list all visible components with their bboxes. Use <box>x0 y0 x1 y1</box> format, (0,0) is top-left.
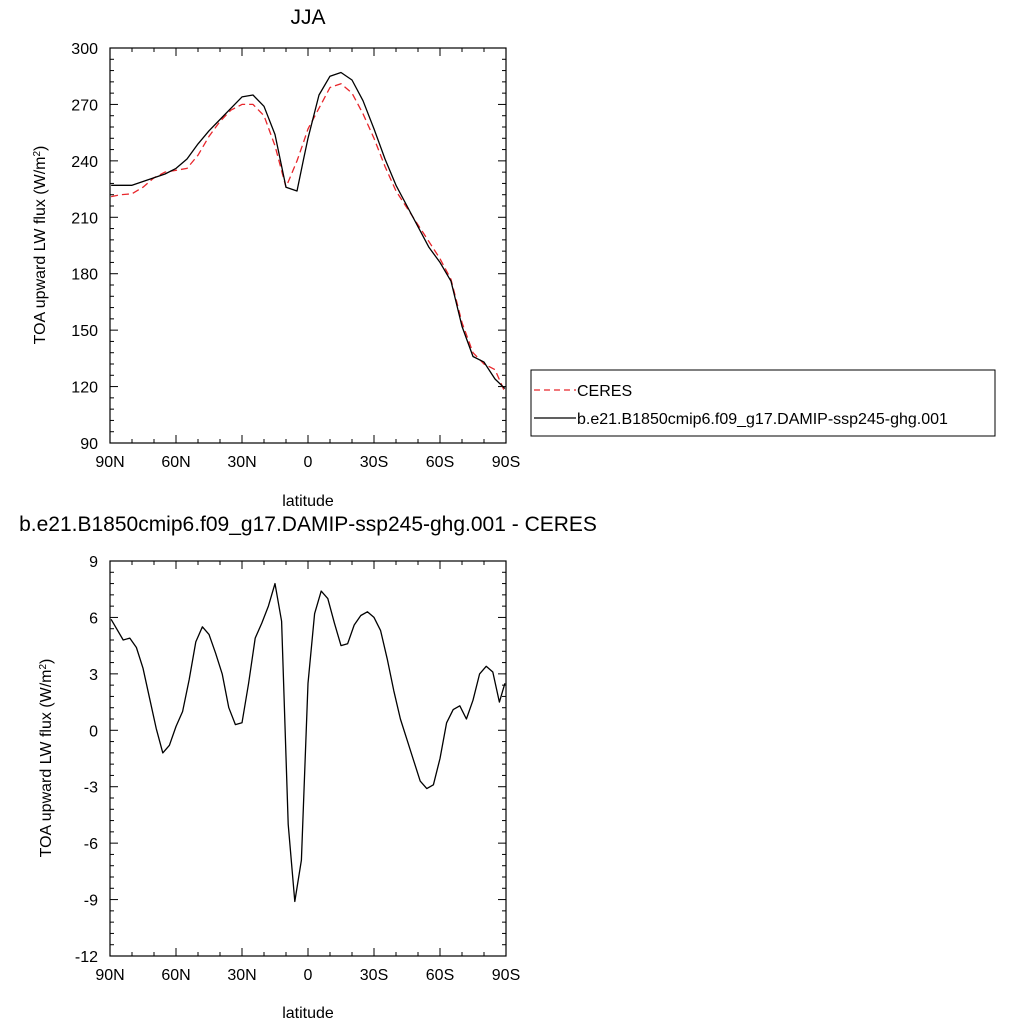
bottom-x-tick-label: 90N <box>95 967 124 984</box>
bottom-y-tick-label: -12 <box>75 949 98 966</box>
bottom-ticks <box>109 560 507 957</box>
top-series-line-0 <box>110 83 506 393</box>
bottom-y-tick-label: -6 <box>84 836 98 853</box>
legend-label-model: b.e21.B1850cmip6.f09_g17.DAMIP-ssp245-gh… <box>577 411 948 428</box>
bottom-x-axis-label: latitude <box>282 1005 334 1022</box>
top-y-tick-label: 150 <box>71 323 98 340</box>
bottom-x-tick-label: 60S <box>426 967 454 984</box>
legend-box <box>530 369 996 437</box>
bottom-y-tick-label: 0 <box>89 723 98 740</box>
top-y-tick-label: 210 <box>71 210 98 227</box>
bottom-tick-labels: 90N 60N 30N 0 30S 60S 90S -12 -9 -6 -3 0 3 6 9 <box>75 554 520 984</box>
top-y-tick-label: 90 <box>80 436 98 453</box>
bottom-x-tick-label: 30S <box>360 967 388 984</box>
top-x-tick-label: 60S <box>426 454 454 471</box>
top-x-axis-label: latitude <box>282 493 334 510</box>
top-x-tick-label: 30S <box>360 454 388 471</box>
top-y-tick-label: 240 <box>71 154 98 171</box>
bottom-y-tick-label: 3 <box>89 667 98 684</box>
top-y-tick-label: 270 <box>71 97 98 114</box>
bottom-y-tick-label: -9 <box>84 893 98 910</box>
legend: CERES b.e21.B1850cmip6.f09_g17.DAMIP-ssp… <box>530 369 996 437</box>
top-y-axis-label: TOA upward LW flux (W/m2) <box>32 146 50 345</box>
bottom-x-tick-label: 30N <box>227 967 256 984</box>
bottom-x-tick-label: 0 <box>304 967 313 984</box>
bottom-plot-frame <box>109 560 507 957</box>
top-x-tick-label: 90S <box>492 454 520 471</box>
bottom-series <box>110 582 506 903</box>
top-chart-title: JJA <box>290 6 325 29</box>
bottom-y-tick-label: 6 <box>89 610 98 627</box>
top-x-tick-label: 30N <box>227 454 256 471</box>
legend-label-ceres: CERES <box>577 383 632 400</box>
top-y-tick-label: 300 <box>71 41 98 58</box>
top-y-tick-label: 120 <box>71 380 98 397</box>
bottom-y-tick-label: -3 <box>84 780 98 797</box>
top-ticks <box>109 47 507 444</box>
top-x-tick-label: 0 <box>304 454 313 471</box>
top-x-tick-label: 60N <box>161 454 190 471</box>
bottom-x-tick-label: 90S <box>492 967 520 984</box>
bottom-panel: b.e21.B1850cmip6.f09_g17.DAMIP-ssp245-gh… <box>19 513 597 1022</box>
top-plot-frame <box>109 47 507 444</box>
bottom-y-tick-label: 9 <box>89 554 98 571</box>
top-series <box>110 71 506 393</box>
top-y-tick-label: 180 <box>71 267 98 284</box>
top-tick-labels: 90N 60N 30N 0 30S 60S 90S 90 120 150 180 210 240 270 3… <box>71 41 520 471</box>
bottom-chart-title: b.e21.B1850cmip6.f09_g17.DAMIP-ssp245-gh… <box>19 513 597 536</box>
bottom-y-axis-label: TOA upward LW flux (W/m2) <box>38 659 56 858</box>
bottom-series-line-0 <box>110 582 506 903</box>
top-series-line-1 <box>111 71 506 389</box>
top-panel: JJA 90N 60N 30N 0 30S 60S 90S 90 120 150 180 210 240… <box>32 6 521 510</box>
top-x-tick-label: 90N <box>95 454 124 471</box>
bottom-x-tick-label: 60N <box>161 967 190 984</box>
